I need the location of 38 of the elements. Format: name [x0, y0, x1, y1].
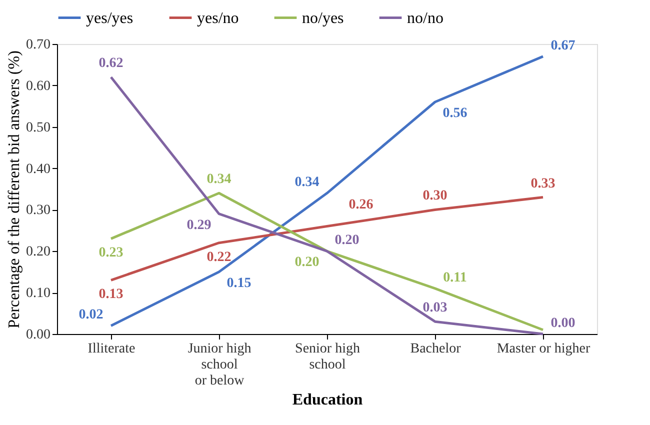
data-label: 0.30 — [422, 188, 448, 204]
y-tick-label: 0.30 — [26, 203, 50, 218]
data-label: 0.62 — [98, 56, 124, 72]
legend-label: no/no — [407, 10, 444, 27]
x-tick-label: Bachelor — [410, 342, 462, 356]
data-label: 0.03 — [422, 300, 448, 316]
data-label: 0.22 — [206, 250, 232, 265]
legend-label: yes/no — [197, 10, 239, 27]
data-label: 0.34 — [206, 172, 232, 188]
data-label: 0.34 — [294, 175, 320, 190]
y-tick-label: 0.70 — [26, 38, 50, 52]
y-tick-label: 0.60 — [26, 78, 50, 94]
data-label: 0.13 — [98, 287, 124, 302]
data-label: 0.02 — [78, 308, 104, 323]
data-label: 0.26 — [348, 197, 374, 212]
y-tick-label: 0.10 — [26, 286, 50, 302]
data-label: 0.56 — [442, 106, 468, 121]
data-label: 0.11 — [443, 270, 467, 286]
y-tick-label: 0.40 — [26, 162, 50, 177]
y-tick-label: 0.20 — [26, 244, 50, 260]
data-label: 0.67 — [550, 38, 576, 54]
data-label: 0.33 — [530, 176, 556, 192]
y-axis-title: Percentage of the different bid answers (%) — [6, 50, 23, 328]
data-label: 0.15 — [226, 276, 252, 291]
legend-label: yes/yes — [86, 10, 134, 27]
legend-label: no/yes — [302, 10, 344, 27]
x-tick-label: Junior high school or below — [188, 342, 252, 388]
x-tick-label: Master or higher — [496, 342, 590, 356]
data-label: 0.00 — [550, 316, 576, 331]
x-tick-label: Illiterate — [88, 342, 136, 356]
data-label: 0.23 — [98, 246, 124, 261]
x-tick-label: Senior high school — [295, 342, 360, 372]
y-tick-label: 0.50 — [26, 120, 50, 136]
y-tick-label: 0.00 — [26, 328, 50, 342]
data-label: 0.29 — [186, 218, 212, 233]
data-label: 0.20 — [294, 255, 320, 270]
x-axis-title: Education — [292, 392, 363, 408]
data-label: 0.20 — [334, 233, 360, 248]
